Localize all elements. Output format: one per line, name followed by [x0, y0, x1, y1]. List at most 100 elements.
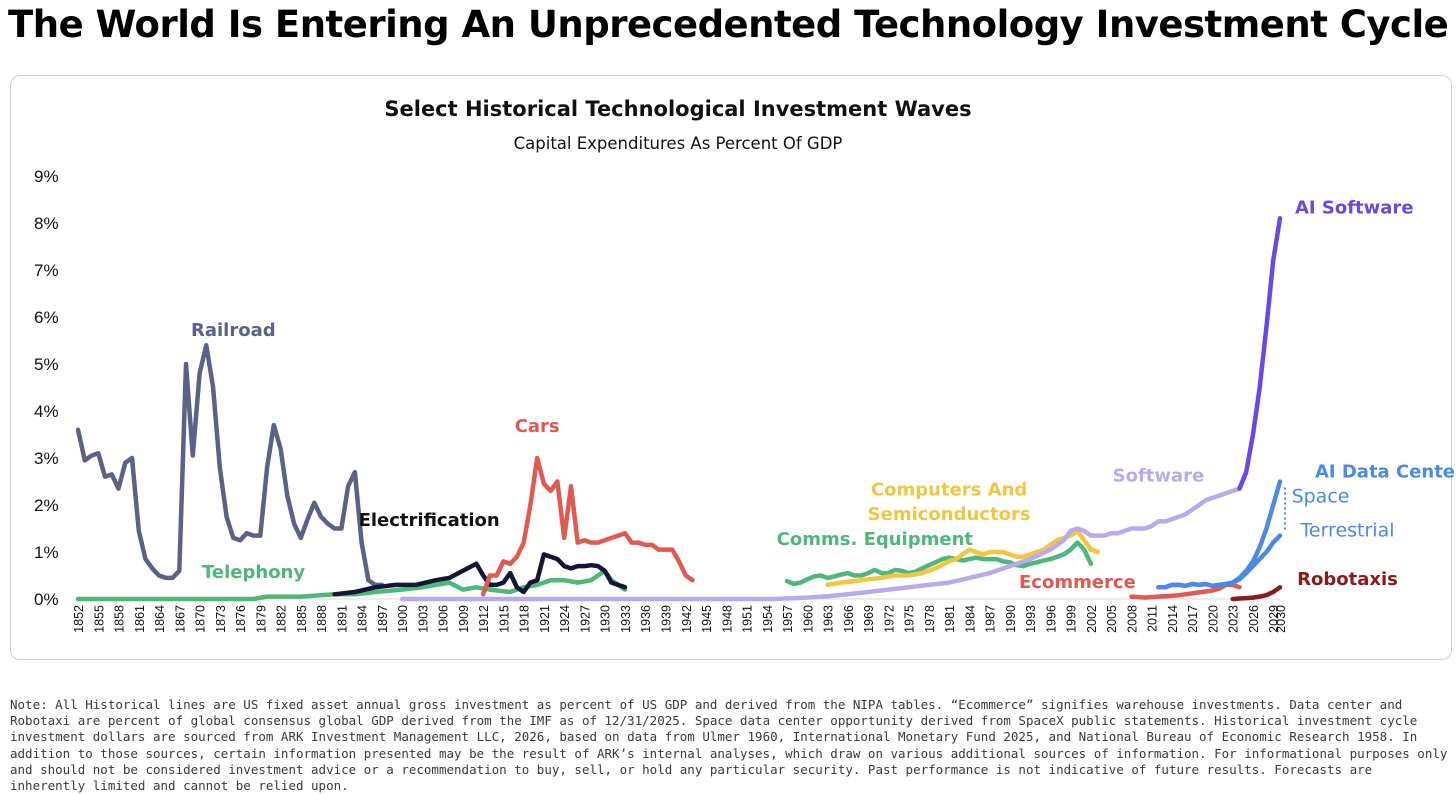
x-tick-label: 1993 [1024, 605, 1038, 633]
series-layer [75, 216, 1286, 602]
x-tick-label: 2008 [1125, 605, 1139, 633]
x-tick-label: 1948 [720, 605, 734, 633]
y-tick-label: 5% [34, 355, 59, 374]
x-tick-label: 2026 [1247, 605, 1261, 633]
series-label-software: Software [1113, 466, 1205, 487]
x-tick-label: 1888 [315, 605, 329, 633]
x-tick-label: 1960 [801, 605, 815, 633]
series-line-ai-software [1237, 216, 1283, 491]
series-line-robotaxis [1230, 585, 1283, 602]
x-tick-label: 1936 [639, 605, 653, 633]
x-tick-label: 1861 [133, 605, 147, 633]
x-tick-label: 1855 [92, 605, 106, 633]
x-tick-label: 1945 [700, 605, 714, 633]
x-tick-label: 2014 [1166, 605, 1180, 633]
series-line-electrification [332, 552, 628, 597]
x-tick-label: 1972 [882, 605, 896, 633]
series-line-comms-equipment [784, 540, 1094, 587]
x-tick-label: 1906 [437, 605, 451, 633]
x-tick-label: 1975 [903, 605, 917, 633]
x-tick-label: 1858 [113, 605, 127, 633]
series-label-comms-equipment: Comms. Equipment [777, 529, 974, 550]
series-label-telephony: Telephony [202, 562, 305, 583]
x-tick-label: 1915 [497, 605, 511, 633]
x-tick-label: 1867 [173, 605, 187, 633]
footnote: Note: All Historical lines are US fixed … [10, 697, 1448, 794]
x-tick-label: 1924 [558, 605, 572, 633]
x-tick-label: 2011 [1146, 605, 1160, 632]
x-tick-label: 1879 [254, 605, 268, 633]
series-label-ecommerce: Ecommerce [1019, 572, 1136, 593]
y-tick-label: 3% [34, 449, 59, 468]
series-line-software [399, 486, 1242, 602]
x-tick-label: 1969 [862, 605, 876, 633]
x-tick-label: 1942 [680, 605, 694, 633]
x-tick-label: 1999 [1065, 605, 1079, 633]
series-label-computers-and: Computers And [871, 480, 1027, 501]
series-line-ai-data-centers-terrestrial [1156, 533, 1283, 590]
x-tick-label: 1933 [619, 605, 633, 633]
x-tick-label: 1882 [275, 605, 289, 633]
y-tick-label: 4% [34, 402, 59, 421]
chart-card [10, 75, 1452, 660]
series-label-cars: Cars [515, 416, 560, 437]
series-label-space: Space [1292, 486, 1350, 508]
x-tick-label: 1981 [943, 605, 957, 633]
series-label-ai-software: AI Software [1295, 198, 1414, 219]
x-tick-label: 2002 [1085, 605, 1099, 633]
x-tick-label: 1921 [538, 605, 552, 633]
series-line-railroad [75, 342, 385, 588]
x-tick-label: 2029 [1267, 605, 1281, 633]
x-tick-label: 1870 [194, 605, 208, 633]
x-tick-label: 1939 [659, 605, 673, 633]
x-tick-label: 1954 [761, 605, 775, 633]
y-tick-label: 8% [34, 214, 59, 233]
series-label-terrestrial: Terrestrial [1300, 519, 1395, 541]
x-tick-label: 1996 [1044, 605, 1058, 633]
x-tick-label: 2017 [1186, 605, 1200, 633]
series-line-ecommerce [1129, 582, 1242, 600]
x-tick-label: 2030 [1274, 605, 1288, 633]
x-tick-label: 1957 [781, 605, 795, 633]
x-tick-label: 1903 [416, 605, 430, 633]
chart-subtitle: Capital Expenditures As Percent Of GDP [514, 134, 843, 153]
x-tick-label: 1894 [356, 605, 370, 633]
series-label-electrification: Electrification [359, 510, 500, 531]
series-label-semiconductors: Semiconductors [868, 504, 1031, 525]
x-tick-label: 1876 [234, 605, 248, 633]
x-tick-label: 1909 [457, 605, 471, 633]
x-tick-label: 1897 [376, 605, 390, 633]
x-tick-label: 2020 [1206, 605, 1220, 633]
x-tick-label: 1912 [477, 605, 491, 633]
y-tick-label: 6% [34, 308, 59, 327]
x-tick-label: 1918 [518, 605, 532, 633]
y-tick-label: 9% [34, 167, 59, 186]
x-tick-label: 1966 [842, 605, 856, 633]
x-tick-label: 2023 [1227, 605, 1241, 633]
x-tick-label: 1951 [741, 605, 755, 633]
y-tick-label: 2% [34, 496, 59, 515]
y-tick-label: 0% [34, 590, 59, 609]
x-tick-label: 1990 [1004, 605, 1018, 633]
x-tick-label: 1978 [923, 605, 937, 633]
x-tick-label: 1963 [822, 605, 836, 633]
chart: Select Historical Technological Investme… [34, 97, 1456, 633]
x-tick-label: 1930 [599, 605, 613, 633]
y-tick-label: 7% [34, 261, 59, 280]
series-label-railroad: Railroad [191, 320, 276, 341]
series-label-robotaxis: Robotaxis [1297, 569, 1398, 590]
x-tick-label: 1984 [963, 605, 977, 633]
x-tick-label: 1852 [72, 605, 86, 633]
x-tick-label: 1885 [295, 605, 309, 633]
y-axis: 0% 1% 2% 3% 4% 5% 6% 7% 8% 9% [34, 167, 59, 609]
x-tick-label: 1987 [984, 605, 998, 633]
y-tick-label: 1% [34, 543, 59, 562]
x-tick-label: 1864 [153, 605, 167, 633]
x-tick-label: 2005 [1105, 605, 1119, 633]
series-line-cars [480, 455, 695, 597]
headline: The World Is Entering An Unprecedented T… [8, 3, 1449, 46]
series-line-telephony [75, 568, 628, 602]
x-axis: 1852 1855 1858 1861 1864 1867 1870 1873 1876 1879… [72, 598, 1288, 633]
x-tick-label: 1873 [214, 605, 228, 633]
label-layer: Railroad Telephony Electrification Cars Comm… [191, 198, 1456, 594]
